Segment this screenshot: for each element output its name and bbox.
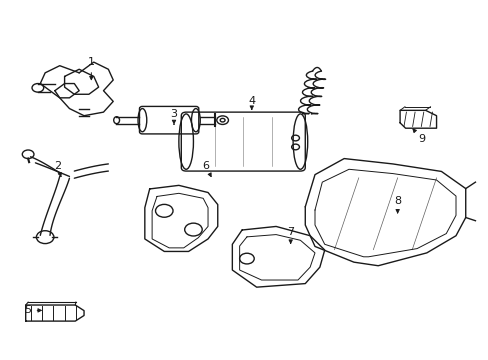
Text: 2: 2 bbox=[54, 161, 61, 176]
Text: 7: 7 bbox=[286, 227, 294, 243]
Text: 6: 6 bbox=[202, 161, 211, 177]
Text: 5: 5 bbox=[24, 305, 41, 315]
Text: 8: 8 bbox=[393, 197, 400, 213]
Text: 1: 1 bbox=[88, 57, 95, 80]
Text: 9: 9 bbox=[412, 129, 425, 144]
Text: 4: 4 bbox=[248, 96, 255, 109]
Text: 3: 3 bbox=[170, 109, 177, 125]
